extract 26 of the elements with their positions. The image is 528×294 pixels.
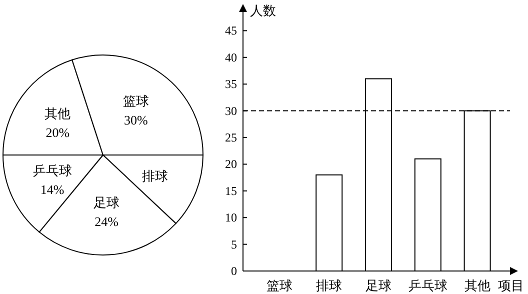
x-tick-label: 足球 xyxy=(366,278,392,293)
data-label: 30% xyxy=(124,112,148,128)
slice-label: 足球 xyxy=(94,194,120,210)
y-tick-label: 45 xyxy=(225,24,237,38)
x-tick-label: 排球 xyxy=(316,278,342,293)
x-tick-label: 篮球 xyxy=(266,278,293,293)
y-tick-label: 35 xyxy=(225,77,237,92)
y-tick-label: 0 xyxy=(231,264,237,278)
data-label: 24% xyxy=(94,214,119,229)
x-axis-title: 项目 xyxy=(498,278,524,293)
slice-label: 其他 xyxy=(44,106,71,122)
y-axis-title: 人数 xyxy=(250,3,276,18)
data-label: 14% xyxy=(40,182,64,197)
x-tick-label: 乒乓球 xyxy=(408,278,448,293)
y-tick-label: 25 xyxy=(225,130,237,144)
y-tick-label: 15 xyxy=(225,184,237,198)
slice-label: 篮球 xyxy=(122,94,149,109)
x-tick-label: 其他 xyxy=(464,278,490,293)
y-tick-label: 30 xyxy=(225,104,237,118)
y-tick-label: 5 xyxy=(231,237,237,252)
slice-label: 乒乓球 xyxy=(32,162,72,178)
data-label: 20% xyxy=(46,125,70,140)
slice-label: 排球 xyxy=(142,168,168,184)
y-tick-label: 40 xyxy=(225,50,237,64)
y-tick-label: 20 xyxy=(225,157,237,172)
y-tick-label: 10 xyxy=(225,210,237,225)
